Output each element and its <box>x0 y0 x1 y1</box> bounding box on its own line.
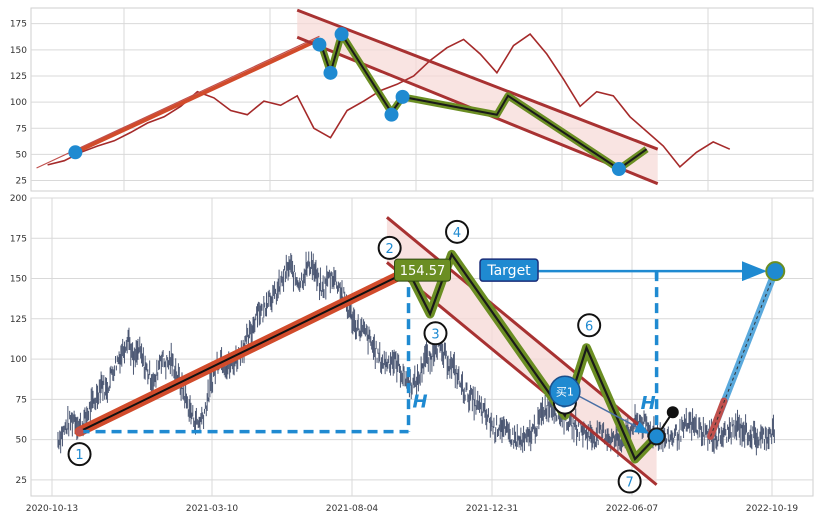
breakout-marker <box>666 406 679 419</box>
detail-y-tick-4: 125 <box>10 315 27 325</box>
target-label-box <box>479 258 539 282</box>
overview-uptrend-line <box>74 37 321 155</box>
height-label-right: H <box>641 393 656 414</box>
detail-y-tick-7: 200 <box>10 194 27 204</box>
start-point-marker <box>75 427 84 436</box>
price-label-box <box>394 258 452 282</box>
detail-uptrend-line <box>79 270 409 433</box>
price-label-text: 154.57 <box>400 264 446 279</box>
detail-y-tick-1: 50 <box>16 436 28 446</box>
overview-uptrend-guide <box>36 35 320 169</box>
pivot-label-2: 2 <box>386 242 394 257</box>
detail-y-tick-5: 150 <box>10 275 27 285</box>
pivot-label-circle-1 <box>67 442 92 467</box>
overview-pivot-marker <box>334 27 349 42</box>
pivot-label-4: 4 <box>453 226 461 241</box>
target-point-marker <box>765 261 786 282</box>
height-label-left: H <box>413 391 428 412</box>
detail-x-tick-2: 2021-08-04 <box>326 504 379 514</box>
detail-x-tick-1: 2021-03-10 <box>186 504 239 514</box>
detail-panel: 25 50 75 100 125 150 175 200 2020-10-13 2021-03-1… <box>10 194 814 514</box>
overview-price-line <box>47 33 731 169</box>
detail-x-tick-0: 2020-10-13 <box>26 504 78 514</box>
pivot-label-6: 6 <box>585 319 593 334</box>
buy-badge-text: 买1 <box>556 385 574 398</box>
buy-arrow <box>578 395 650 434</box>
overview-pivot-marker <box>68 145 83 160</box>
detail-x-tick-3: 2021-12-31 <box>466 504 518 514</box>
detail-y-tick-6: 175 <box>10 234 27 244</box>
overview-panel: 25 50 75 100 125 150 175 <box>10 7 814 192</box>
pivot-label-1: 1 <box>75 448 83 463</box>
overview-y-tick-2: 75 <box>16 124 27 134</box>
pivot-label-3: 3 <box>431 327 439 342</box>
pivot-label-circle-7 <box>617 469 642 494</box>
pivot-label-circle-2 <box>377 235 402 260</box>
pivot-label-circle-6 <box>577 313 602 338</box>
detail-pattern-line <box>407 252 658 461</box>
overview-pivot-marker <box>384 107 399 122</box>
overview-y-tick-4: 125 <box>10 72 27 82</box>
overview-pivot-marker <box>312 37 327 52</box>
overview-y-tick-6: 175 <box>10 20 27 30</box>
pivot-label-7: 7 <box>625 476 633 491</box>
detail-frame <box>30 197 814 497</box>
detail-y-tick-2: 75 <box>16 395 27 405</box>
overview-channel-upper <box>296 8 659 151</box>
target-label-text: Target <box>486 263 531 279</box>
overview-pivot-marker <box>323 65 338 80</box>
buy-badge <box>549 375 581 408</box>
detail-y-tick-3: 100 <box>10 355 27 365</box>
detail-x-tick-5: 2022-10-19 <box>746 504 799 514</box>
detail-channel-lower <box>385 261 658 486</box>
overview-pivot-marker <box>611 162 626 177</box>
buy-point-marker <box>647 427 666 446</box>
detail-y-tick-0: 25 <box>16 476 27 486</box>
detail-x-tick-4: 2022-06-07 <box>606 504 658 514</box>
overview-y-tick-1: 50 <box>16 150 28 160</box>
overview-y-tick-5: 150 <box>10 46 27 56</box>
pivot-label-circle-3 <box>423 321 448 346</box>
overview-pivot-marker <box>395 89 410 104</box>
overview-frame <box>30 7 814 192</box>
pivot-label-circle-4 <box>445 219 470 244</box>
overview-channel-fill <box>297 10 658 184</box>
overview-y-tick-0: 25 <box>16 177 27 187</box>
overview-y-tick-3: 100 <box>10 98 27 108</box>
